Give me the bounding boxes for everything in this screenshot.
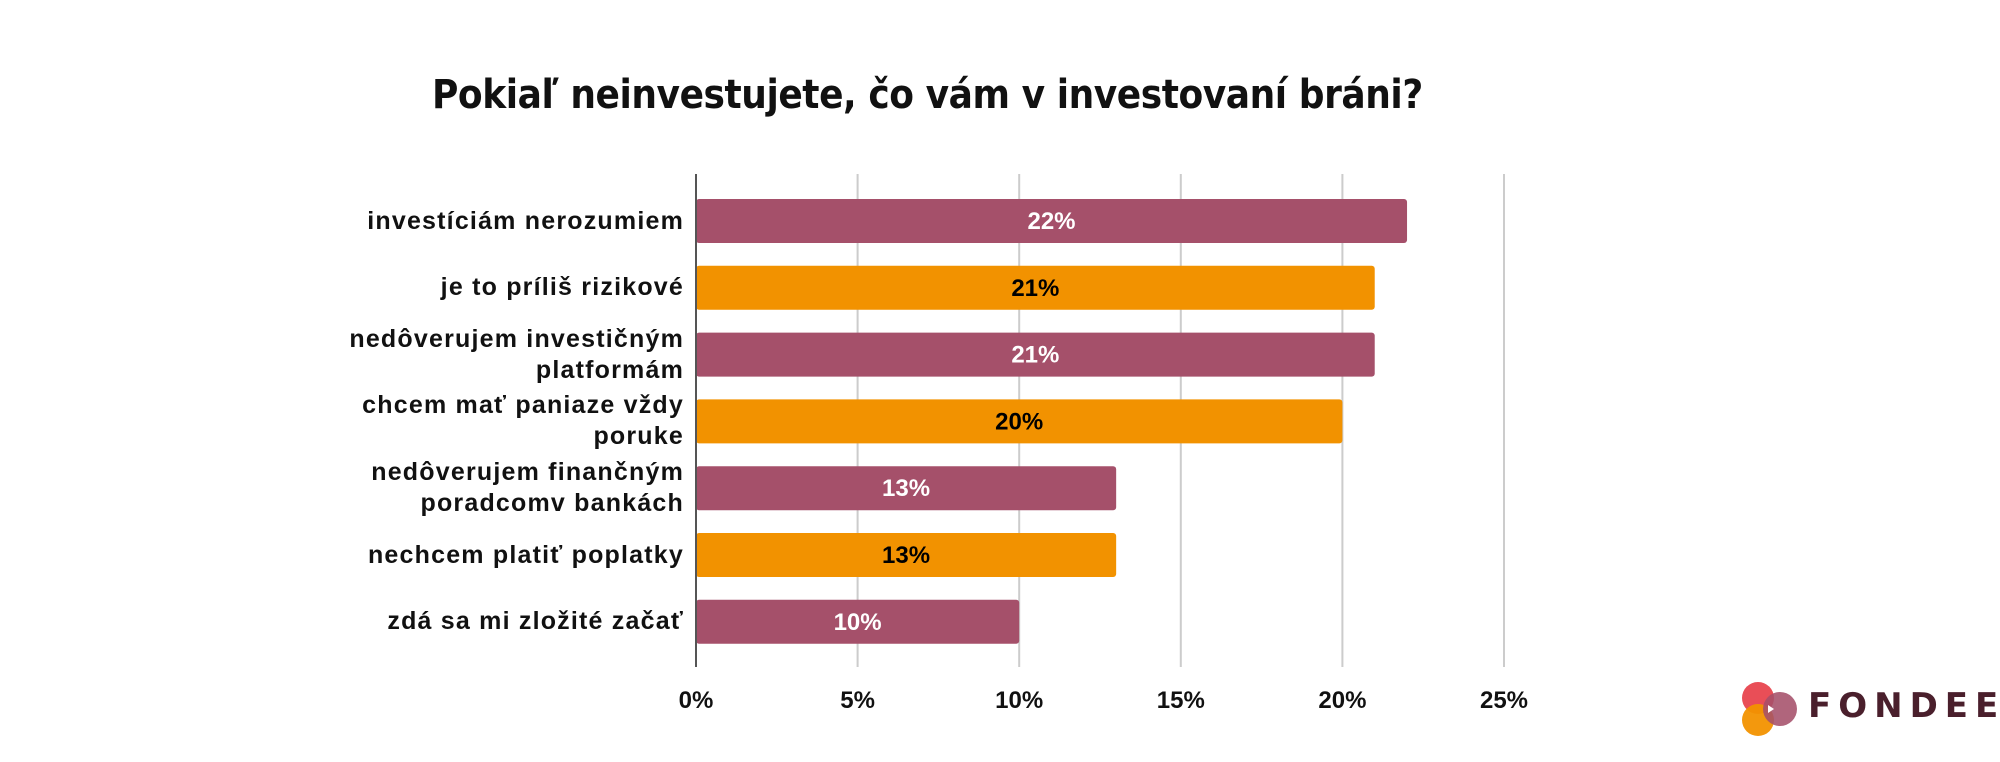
- data-label: 10%: [834, 609, 882, 636]
- category-label: nechcem platiť poplatky: [264, 540, 684, 571]
- bar: [696, 533, 1117, 577]
- category-label-line: je to príliš rizikové: [440, 273, 684, 302]
- data-label: 21%: [1011, 275, 1059, 302]
- x-tick-label: 0%: [679, 687, 714, 714]
- category-label: zdá sa mi zložité začať: [264, 606, 684, 637]
- category-label-line: nedôverujem investičným: [349, 324, 684, 353]
- category-label-line: nedôverujem finančným: [371, 458, 684, 487]
- bars: [696, 199, 1408, 644]
- x-tick-label: 15%: [1157, 687, 1205, 714]
- brand-name: FONDEE: [1808, 686, 2000, 726]
- category-label: investíciám nerozumiem: [264, 206, 684, 237]
- x-tick-label: 20%: [1318, 687, 1366, 714]
- category-label-line: poruke: [593, 422, 684, 451]
- bar: [696, 599, 1020, 644]
- category-label: nedôverujem finančným poradcomv bankách: [264, 457, 684, 519]
- x-axis-ticks: 0% 5% 10% 15% 20% 25%: [679, 687, 1528, 714]
- data-label: 20%: [995, 408, 1043, 435]
- category-label-line: poradcomv bankách: [420, 489, 684, 518]
- data-label: 22%: [1027, 208, 1075, 235]
- bar: [696, 332, 1375, 377]
- category-label-line: platformám: [535, 355, 684, 384]
- category-label: je to príliš rizikové: [264, 272, 684, 303]
- bar: [696, 199, 1408, 243]
- category-label-line: investíciám nerozumiem: [367, 206, 684, 235]
- data-labels: 22% 21% 21% 20% 13% 13% 10%: [834, 208, 1076, 636]
- chart-title: Pokiaľ neinvestujete, čo vám v investova…: [432, 72, 1423, 118]
- data-label: 13%: [882, 475, 930, 502]
- category-label: chcem mať paniaze vždy poruke: [264, 390, 684, 452]
- bar: [696, 399, 1343, 444]
- category-label-line: nechcem platiť poplatky: [367, 540, 684, 569]
- category-label-line: zdá sa mi zložité začať: [387, 607, 684, 636]
- data-label: 13%: [882, 542, 930, 569]
- category-label-line: chcem mať paniaze vždy: [362, 391, 684, 420]
- x-tick-label: 10%: [995, 687, 1043, 714]
- bar: [696, 265, 1375, 310]
- x-tick-label: 5%: [840, 687, 875, 714]
- category-label: nedôverujem investičným platformám: [264, 324, 684, 386]
- x-tick-label: 25%: [1480, 687, 1528, 714]
- fondee-logo-icon: [1742, 682, 1797, 736]
- data-label: 21%: [1011, 342, 1059, 369]
- bar: [696, 466, 1117, 511]
